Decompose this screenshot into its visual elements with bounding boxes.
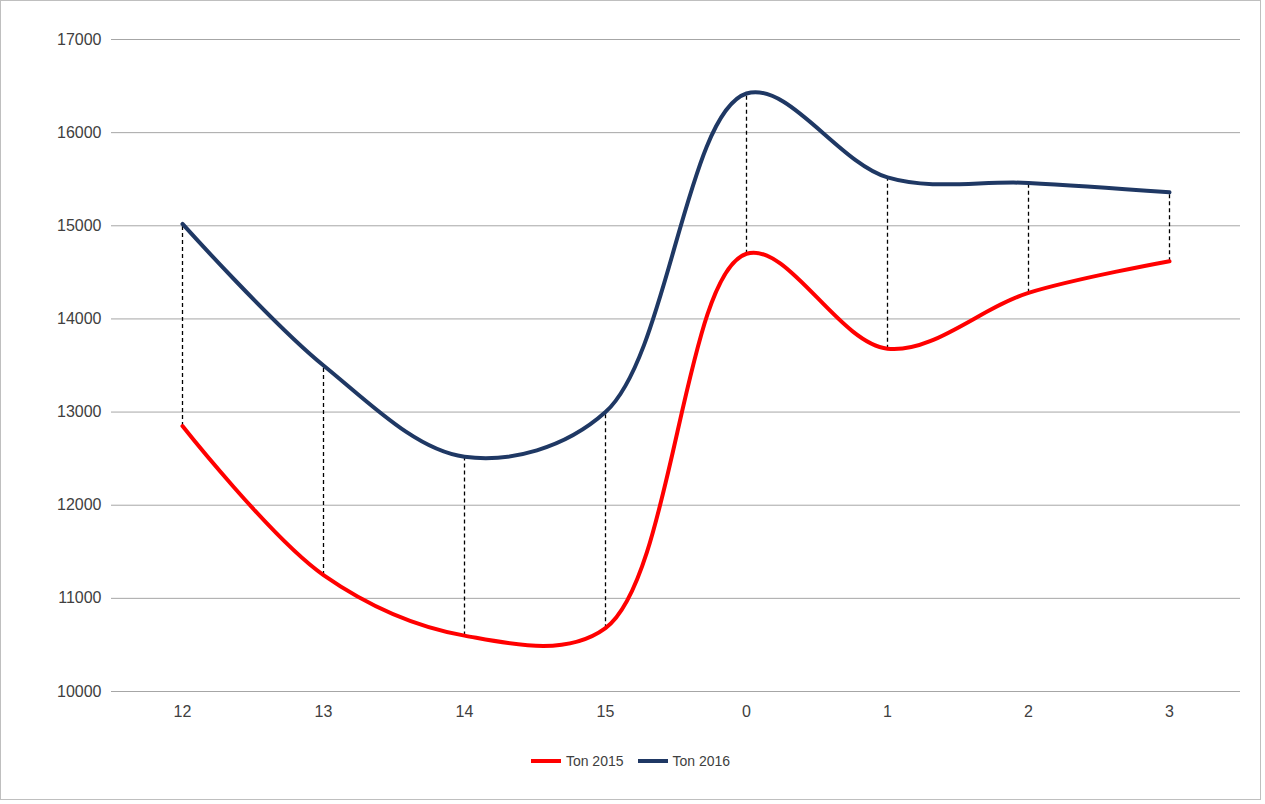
html-text:Ton 2015: Ton 2015 [565,753,624,769]
svg-text:0: 0 [742,703,751,720]
svg-text:3: 3 [1165,703,1174,720]
svg-text:2: 2 [1024,703,1033,720]
svg-text:15000: 15000 [57,217,102,234]
svg-text:14: 14 [456,703,474,720]
svg-text:16000: 16000 [57,124,102,141]
svg-text:13000: 13000 [57,403,102,420]
svg-text:1: 1 [883,703,892,720]
svg-text:11000: 11000 [58,589,101,606]
svg-text:12: 12 [174,703,192,720]
svg-text:15: 15 [597,703,615,720]
html-text:Ton 2016: Ton 2016 [672,753,731,769]
svg-text:17000: 17000 [57,31,102,48]
svg-text:12000: 12000 [57,496,102,513]
svg-text:13: 13 [315,703,333,720]
svg-text:14000: 14000 [57,310,102,327]
svg-text:10000: 10000 [57,683,102,700]
